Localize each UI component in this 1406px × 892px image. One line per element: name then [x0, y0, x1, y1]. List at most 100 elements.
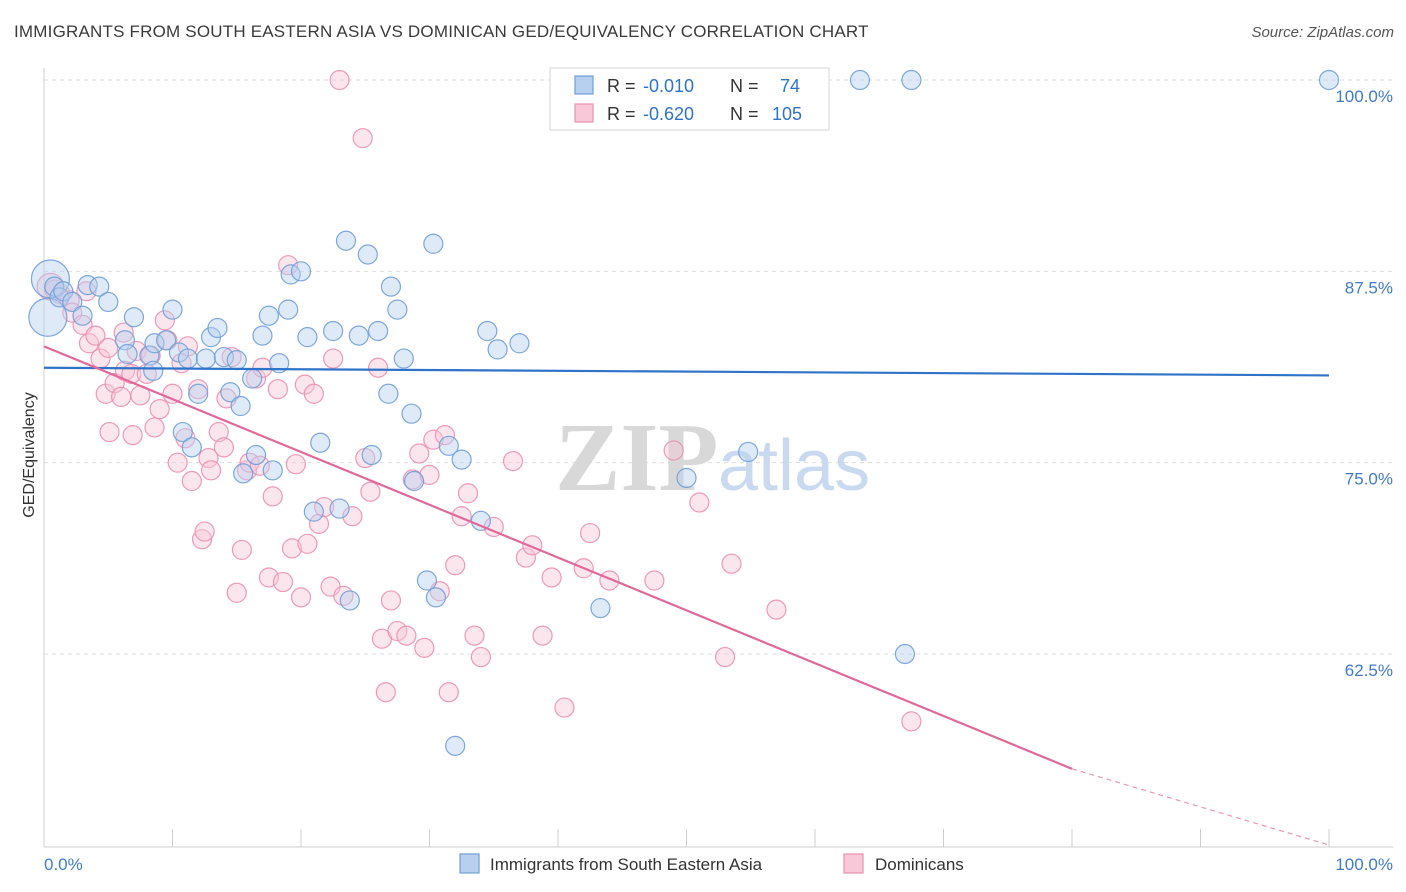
dominicans-point-99 — [644, 570, 665, 591]
dominicans-point-27 — [162, 383, 183, 404]
dominicans-point-61 — [314, 496, 335, 518]
sea-point-36 — [269, 353, 290, 374]
sea-point-35 — [262, 460, 283, 481]
stats-n-value-1: 74 — [780, 76, 800, 96]
sea-point-51 — [378, 383, 399, 404]
dominicans-point-87 — [464, 625, 485, 646]
sea-point-3 — [49, 287, 70, 308]
dominicans-point-104 — [766, 599, 787, 620]
sea-point-60 — [438, 435, 459, 456]
sea-point-48 — [357, 244, 378, 265]
dominicans-point-18 — [122, 425, 143, 446]
stats-legend-swatch-blue — [574, 75, 594, 95]
sea-point-61 — [445, 735, 466, 756]
stats-r-value-2: -0.620 — [643, 104, 694, 124]
sea-point-14 — [143, 360, 164, 381]
sea-point-34 — [258, 305, 279, 326]
sea-point-55 — [401, 403, 422, 424]
dominicans-point-86 — [457, 483, 479, 504]
sea-point-16 — [155, 330, 177, 351]
legend-swatch-sea — [459, 853, 480, 874]
dominicans-point-11 — [98, 337, 119, 358]
stats-r-label-2: R = — [607, 104, 636, 124]
dominicans-points — [36, 69, 922, 732]
dominicans-point-77 — [409, 443, 430, 464]
dominicans-point-91 — [515, 547, 536, 568]
sea-point-62 — [451, 449, 472, 470]
legend-label-dominicans: Dominicans — [875, 855, 964, 874]
sea-trend-line — [43, 366, 1330, 377]
sea-point-29 — [230, 395, 251, 417]
dominicans-point-67 — [352, 128, 373, 149]
sea-point-17 — [162, 299, 183, 320]
sea-point-53 — [387, 299, 408, 320]
sea-point-44 — [329, 498, 350, 519]
dominicans-point-88 — [470, 646, 491, 668]
dominicans-point-38 — [208, 421, 229, 443]
dominicans-point-25 — [154, 310, 175, 331]
dominicans-point-43 — [231, 539, 252, 561]
sea-point-37 — [278, 299, 299, 320]
dominicans-point-97 — [580, 522, 601, 544]
sea-point-15 — [144, 333, 165, 354]
stats-n-value-2: 105 — [772, 104, 802, 124]
dominicans-point-69 — [360, 481, 381, 502]
dominicans-point-76 — [402, 469, 423, 490]
sea-point-56 — [403, 470, 425, 492]
stats-n-label-1: N = — [730, 76, 759, 96]
sea-point-59 — [425, 587, 447, 608]
sea-point-43 — [323, 320, 344, 342]
sea-point-52 — [380, 276, 402, 297]
sea-point-22 — [188, 383, 209, 404]
sea-point-20 — [177, 348, 199, 369]
sea-point-68 — [676, 467, 697, 489]
stats-r-value-1: -0.010 — [643, 76, 694, 96]
dominicans-point-48 — [252, 357, 273, 378]
sea-point-71 — [894, 643, 916, 665]
sea-point-65 — [487, 339, 508, 360]
dominicans-point-12 — [99, 421, 120, 443]
sea-point-57 — [416, 570, 438, 591]
dominicans-point-33 — [188, 379, 209, 400]
y-tick-label-0: 62.5% — [1345, 661, 1393, 680]
dominicans-point-103 — [721, 553, 742, 574]
y-tick-label-3: 100.0% — [1335, 87, 1393, 106]
sea-point-70 — [849, 69, 871, 91]
dominicans-point-6 — [76, 281, 97, 302]
dominicans-point-70 — [368, 357, 389, 378]
stats-legend: R = -0.010 N = 74 R = -0.620 N = 105 — [549, 67, 830, 131]
dominicans-point-37 — [200, 460, 222, 481]
sea-point-5 — [62, 291, 83, 313]
sea-point-39 — [290, 261, 312, 282]
sea-point-8 — [89, 276, 110, 297]
dominicans-point-102 — [714, 646, 736, 668]
sea-point-66 — [509, 333, 530, 354]
y-tick-label-2: 87.5% — [1345, 278, 1393, 297]
sea-point-69 — [738, 441, 759, 463]
sea-point-12 — [123, 307, 145, 328]
sea-point-67 — [590, 597, 611, 619]
dominicans-point-75 — [396, 625, 417, 646]
sea-point-13 — [139, 345, 160, 366]
sea-point-41 — [303, 501, 324, 522]
sea-point-64 — [477, 320, 498, 342]
x-tick-label-max: 100.0% — [1335, 855, 1393, 874]
sea-point-19 — [172, 421, 193, 443]
sea-point-40 — [297, 327, 318, 348]
dominicans-point-8 — [85, 325, 106, 346]
sea-point-28 — [226, 350, 247, 371]
dominicans-point-78 — [414, 637, 435, 658]
series-legend: Immigrants from South Eastern Asia Domin… — [459, 853, 964, 874]
y-axis-title: GED/Equivalency — [21, 392, 38, 517]
dominicans-point-36 — [198, 447, 219, 469]
legend-label-sea: Immigrants from South Eastern Asia — [490, 855, 763, 874]
dominicans-point-66 — [342, 506, 363, 527]
dominicans-point-64 — [329, 69, 350, 91]
y-tick-label-1: 75.0% — [1345, 470, 1393, 489]
dominicans-point-80 — [423, 429, 444, 450]
sea-point-9 — [98, 291, 119, 313]
dominicans-point-95 — [554, 697, 575, 718]
dominicans-point-56 — [290, 587, 312, 608]
sea-point-1 — [28, 297, 68, 337]
chart-title: IMMIGRANTS FROM SOUTH EASTERN ASIA VS DO… — [14, 22, 869, 41]
